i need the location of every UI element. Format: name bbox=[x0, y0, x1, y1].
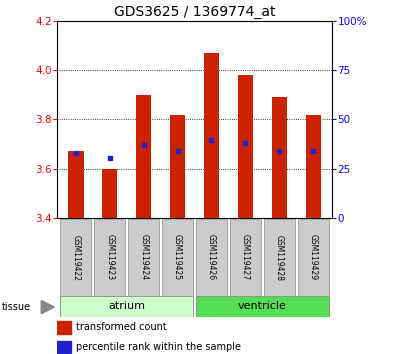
Text: GSM119425: GSM119425 bbox=[173, 234, 182, 281]
Bar bbox=[60, 219, 91, 296]
Text: GSM119426: GSM119426 bbox=[207, 234, 216, 281]
Bar bbox=[128, 219, 159, 296]
Text: GSM119429: GSM119429 bbox=[308, 234, 318, 281]
Bar bbox=[94, 219, 125, 296]
Bar bbox=[298, 219, 329, 296]
Text: GSM119424: GSM119424 bbox=[139, 234, 148, 281]
Bar bbox=[264, 219, 295, 296]
Bar bbox=[238, 75, 253, 218]
Bar bbox=[272, 97, 287, 218]
Bar bbox=[170, 115, 185, 218]
Bar bbox=[306, 115, 321, 218]
Text: transformed count: transformed count bbox=[76, 322, 166, 332]
Bar bbox=[162, 219, 193, 296]
Bar bbox=[102, 169, 117, 218]
Polygon shape bbox=[41, 301, 55, 314]
Text: GSM119423: GSM119423 bbox=[105, 234, 114, 281]
Text: tissue: tissue bbox=[2, 302, 31, 312]
Bar bbox=[136, 95, 151, 218]
Title: GDS3625 / 1369774_at: GDS3625 / 1369774_at bbox=[114, 5, 275, 19]
Bar bbox=[230, 219, 261, 296]
Text: GSM119427: GSM119427 bbox=[241, 234, 250, 281]
Text: GSM119422: GSM119422 bbox=[71, 235, 81, 280]
Text: percentile rank within the sample: percentile rank within the sample bbox=[76, 342, 241, 352]
Bar bbox=[204, 53, 219, 218]
Text: GSM119428: GSM119428 bbox=[275, 235, 284, 280]
Bar bbox=[57, 321, 71, 334]
Bar bbox=[196, 296, 329, 317]
Bar bbox=[68, 152, 83, 218]
Bar bbox=[60, 296, 193, 317]
Text: atrium: atrium bbox=[108, 301, 145, 311]
Text: ventricle: ventricle bbox=[238, 301, 287, 311]
Bar bbox=[57, 341, 71, 353]
Bar bbox=[196, 219, 227, 296]
